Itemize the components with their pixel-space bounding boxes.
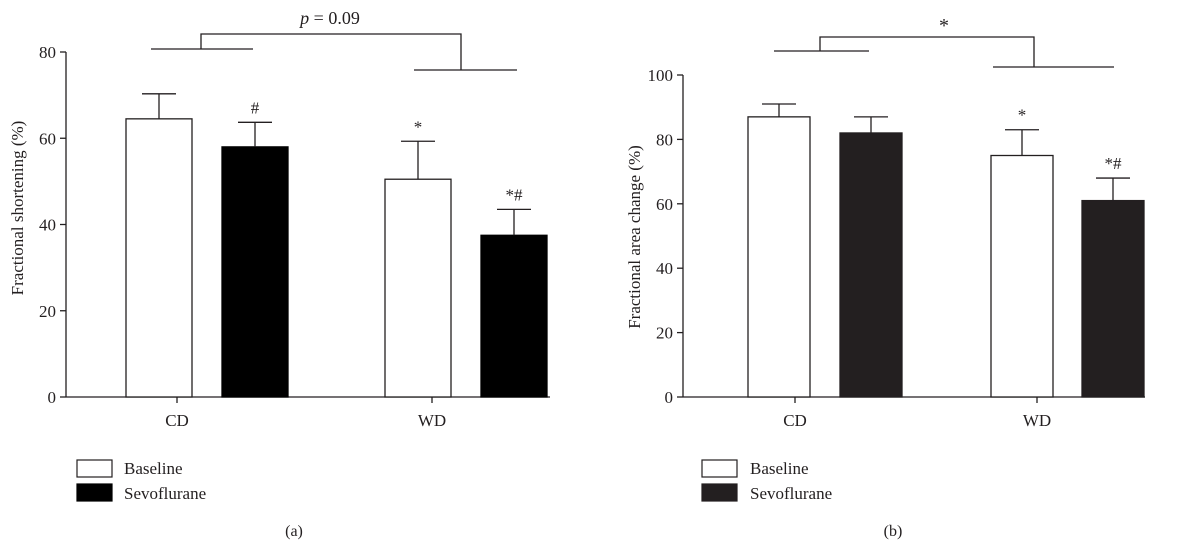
y-tick-label: 60 [39, 129, 56, 148]
panel-a-legend: Baseline Sevoflurane [76, 459, 206, 503]
panel-b-x-axis: CD WD [683, 396, 1145, 430]
error-bar [1005, 129, 1039, 156]
error-bar [238, 121, 272, 147]
panel-a-bars [125, 93, 548, 398]
x-tick-label: CD [783, 411, 807, 430]
y-tick-label: 80 [656, 130, 673, 149]
panel-b-legend: Baseline Sevoflurane [701, 459, 832, 503]
panel-a-comparison-label: p = 0.09 [298, 8, 360, 28]
y-tick-label: 60 [656, 195, 673, 214]
error-bar [401, 140, 435, 180]
significance-marker: * [1018, 106, 1027, 125]
legend-swatch-baseline [76, 459, 113, 478]
error-bar [142, 93, 176, 119]
panel-b-label: (b) [884, 523, 903, 540]
legend-label-baseline: Baseline [750, 459, 809, 478]
y-tick-label: 20 [656, 324, 673, 343]
y-tick-label: 100 [648, 66, 674, 85]
error-bar [497, 208, 531, 236]
x-tick-label: WD [1023, 411, 1051, 430]
bar-wd-sevoflurane [480, 234, 548, 398]
panel-b-bars [747, 103, 1145, 398]
error-bar [854, 116, 888, 133]
bar-cd-sevoflurane [221, 146, 289, 398]
panel-b-comparison-bracket: * [774, 15, 1114, 68]
bar-cd-baseline [747, 116, 811, 398]
bar-wd-sevoflurane [1081, 199, 1145, 398]
x-tick-label: WD [418, 411, 446, 430]
significance-marker: # [251, 98, 260, 117]
panel-a-x-axis: CD WD [66, 396, 550, 430]
panel-b-comparison-label: * [939, 15, 949, 37]
panel-a-annotations: # * *# [251, 98, 523, 204]
bar-wd-baseline [384, 178, 452, 398]
x-tick-label: CD [165, 411, 189, 430]
panel-a-y-axis: 0 20 40 60 80 [39, 43, 67, 407]
panel-b-ylabel: Fractional area change (%) [625, 145, 644, 329]
error-bar [1096, 177, 1130, 201]
significance-marker: * [414, 117, 423, 136]
panel-b-annotations: * *# [1018, 106, 1122, 173]
y-tick-label: 40 [39, 216, 56, 235]
significance-marker: *# [1105, 154, 1123, 173]
panel-a-label: (a) [285, 523, 303, 540]
y-tick-label: 80 [39, 43, 56, 62]
legend-label-sevoflurane: Sevoflurane [124, 484, 206, 503]
legend-swatch-sevoflurane [76, 483, 113, 502]
y-tick-label: 20 [39, 302, 56, 321]
bar-cd-sevoflurane [839, 132, 903, 398]
legend-label-sevoflurane: Sevoflurane [750, 484, 832, 503]
y-tick-label: 40 [656, 259, 673, 278]
legend-swatch-baseline [701, 459, 738, 478]
bar-cd-baseline [125, 118, 193, 398]
y-tick-label: 0 [665, 388, 674, 407]
significance-marker: *# [506, 185, 524, 204]
legend-swatch-sevoflurane [701, 483, 738, 502]
legend-label-baseline: Baseline [124, 459, 183, 478]
panel-a: Fractional shortening (%) 0 20 40 60 80 CD WD… [8, 8, 550, 540]
bar-wd-baseline [990, 154, 1054, 398]
error-bar [762, 103, 796, 117]
panel-a-comparison-bracket: p = 0.09 [151, 8, 517, 71]
y-tick-label: 0 [48, 388, 57, 407]
panel-a-ylabel: Fractional shortening (%) [8, 121, 27, 296]
panel-b-y-axis: 0 20 40 60 80 100 [648, 66, 684, 407]
panel-b: Fractional area change (%) 020406080100 … [625, 15, 1145, 540]
